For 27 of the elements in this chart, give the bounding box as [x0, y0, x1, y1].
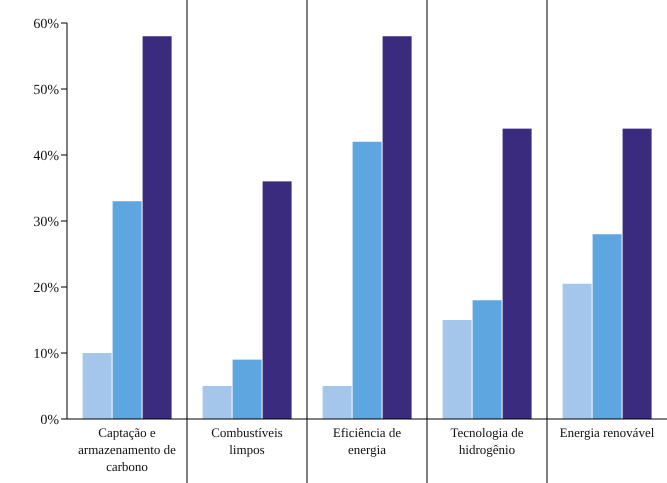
bar	[382, 36, 412, 419]
x-tick-label: Captação e armazenamento de carbono	[78, 425, 176, 474]
bar	[562, 284, 592, 419]
bar	[232, 360, 262, 419]
y-tick-label: 60%	[33, 16, 60, 32]
bar	[622, 128, 652, 419]
y-tick-label: 0%	[40, 412, 60, 428]
bar	[322, 386, 352, 419]
y-tick-label: 10%	[33, 346, 60, 362]
bar	[202, 386, 232, 419]
bar	[352, 142, 382, 419]
bar	[82, 353, 112, 419]
x-tick-label: Tecnologia de hidrogênio	[450, 425, 524, 457]
bar	[472, 300, 502, 419]
bar	[442, 320, 472, 419]
x-tick-label: Energia renovável	[560, 425, 655, 440]
y-tick-label: 50%	[33, 82, 60, 98]
y-tick-label: 20%	[33, 280, 60, 296]
bar	[112, 201, 142, 419]
bar	[142, 36, 172, 419]
y-tick-label: 40%	[33, 148, 60, 164]
bar	[262, 181, 292, 419]
bar	[502, 128, 532, 419]
x-tick-label: Combustíveis limpos	[211, 425, 283, 457]
y-tick-label: 30%	[33, 214, 60, 230]
x-tick-label: Eficiência de energia	[332, 425, 402, 457]
bar	[592, 234, 622, 419]
